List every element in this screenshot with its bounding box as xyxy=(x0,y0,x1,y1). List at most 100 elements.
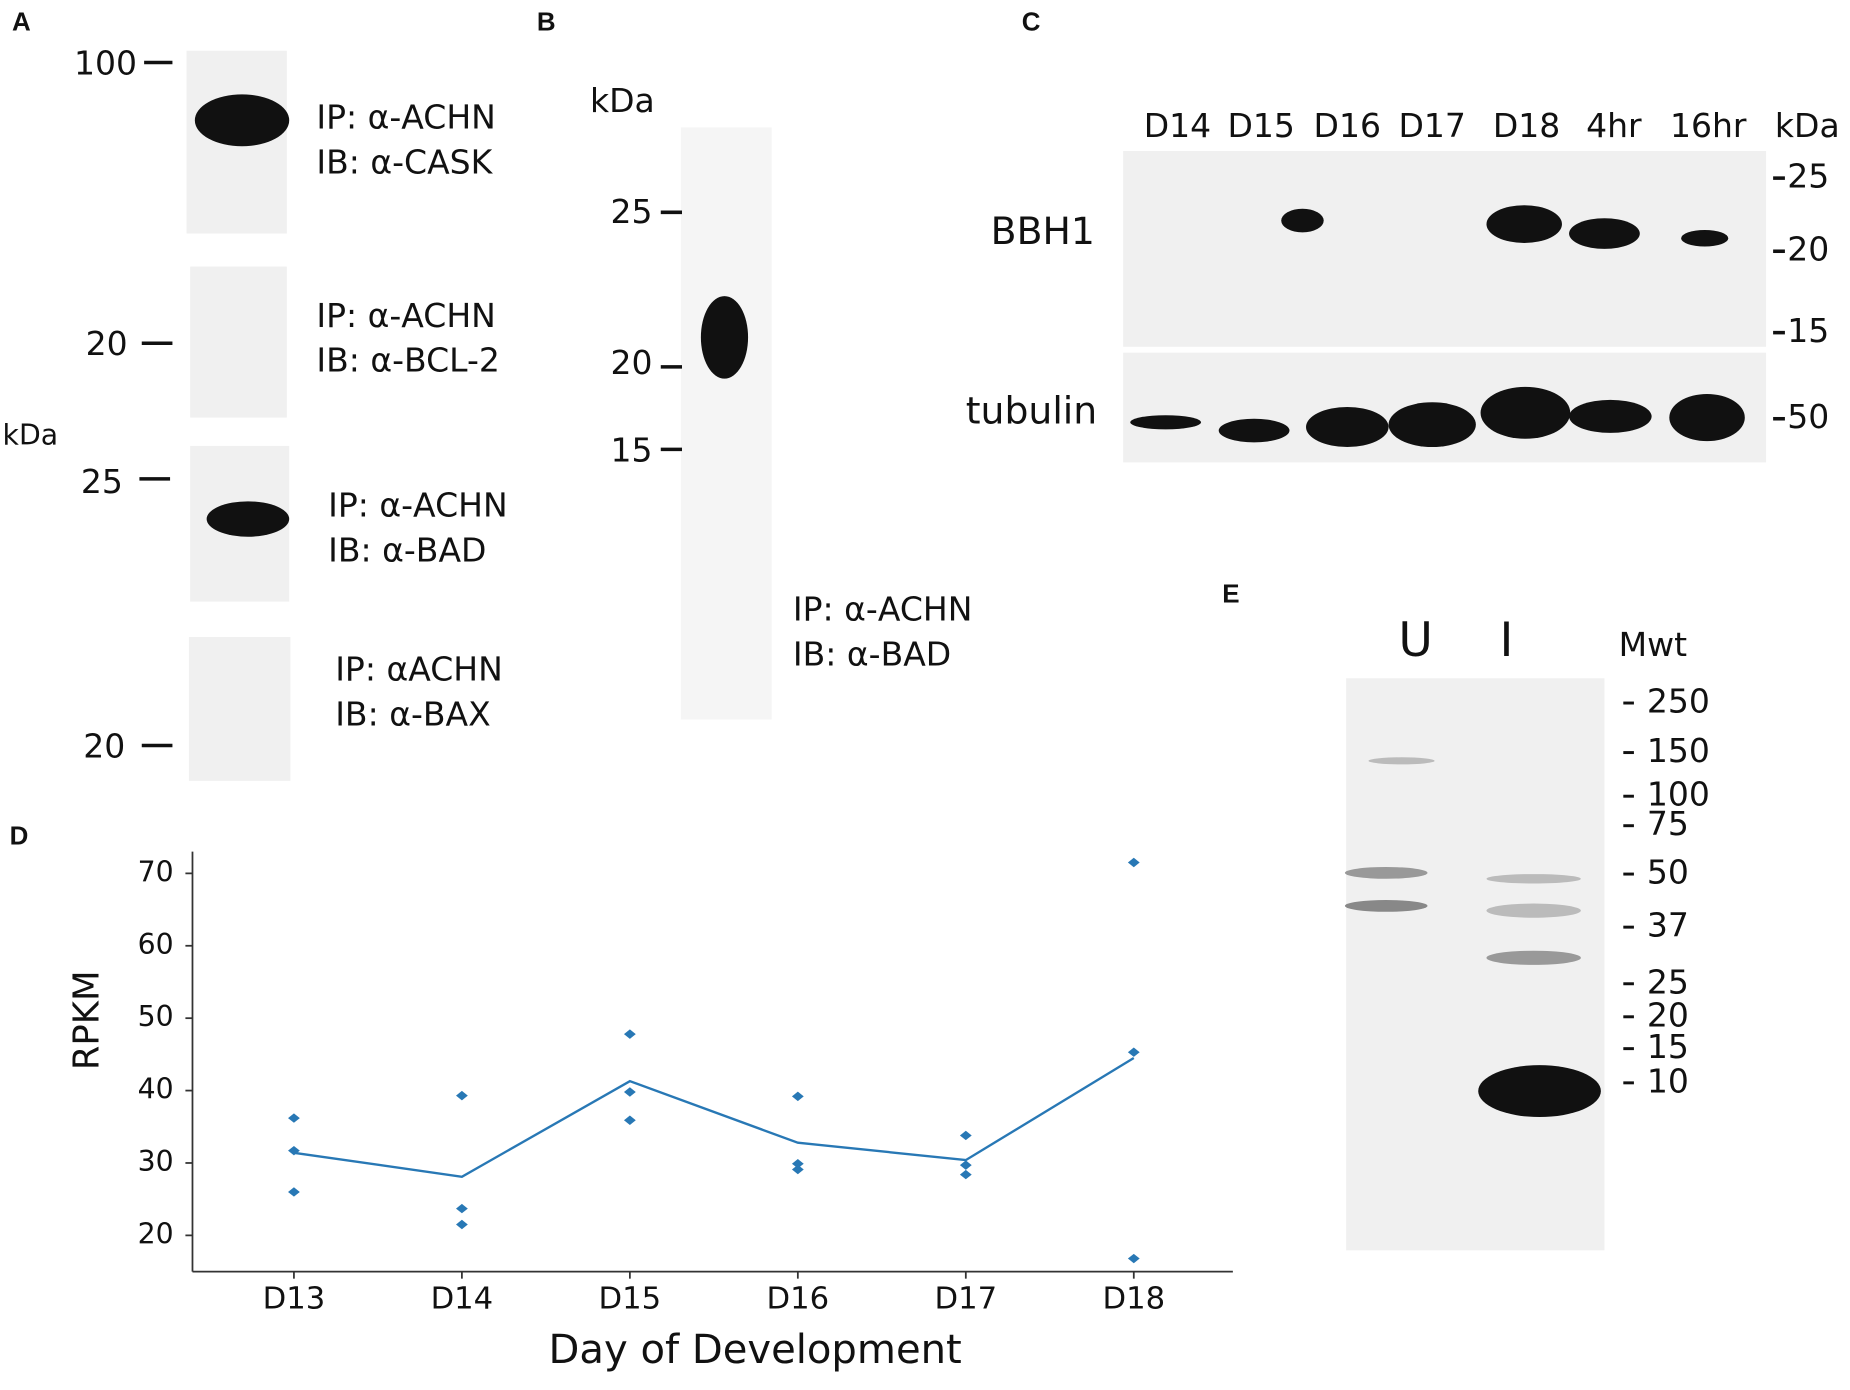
ip-label: IP: α-ACHN xyxy=(316,296,496,335)
panel-label: B xyxy=(537,8,556,36)
x-axis-label: Day of Development xyxy=(549,1327,962,1373)
unit-label: kDa xyxy=(1775,106,1840,145)
y-tick-label: 50 xyxy=(138,1000,174,1033)
marker-label: 75 xyxy=(1647,804,1689,843)
data-point xyxy=(456,1203,468,1214)
y-tick-label: 60 xyxy=(138,928,174,961)
panel-label: A xyxy=(12,8,31,36)
data-point xyxy=(288,1145,300,1156)
unit-label: Mwt xyxy=(1619,625,1687,664)
band xyxy=(700,296,749,379)
ib-label: IB: α-BAX xyxy=(335,695,491,734)
blot xyxy=(680,127,772,720)
band xyxy=(1569,218,1640,249)
marker-label: 25 xyxy=(81,462,123,501)
y-axis-label: RPKM xyxy=(67,971,108,1071)
marker-label: 15 xyxy=(1787,311,1829,350)
data-point xyxy=(288,1113,300,1123)
marker-label: 20 xyxy=(611,343,653,382)
marker-label: 20 xyxy=(1787,230,1829,269)
band xyxy=(1486,903,1581,918)
unit-label: kDa xyxy=(590,81,655,120)
marker-label: 20 xyxy=(1647,995,1689,1034)
marker-label: 20 xyxy=(86,324,128,363)
lane-label: 4hr xyxy=(1586,106,1642,145)
data-point xyxy=(959,1130,972,1141)
marker-label: 250 xyxy=(1647,682,1710,721)
lane-label: D18 xyxy=(1493,106,1560,145)
data-point xyxy=(791,1164,804,1175)
data-point xyxy=(959,1160,972,1170)
x-tick-label: D14 xyxy=(431,1281,494,1316)
marker-label: 15 xyxy=(1647,1027,1689,1066)
y-tick-label: 40 xyxy=(138,1073,174,1106)
band xyxy=(1130,415,1202,430)
lane-label: D14 xyxy=(1144,106,1211,145)
marker-label: 25 xyxy=(1787,157,1829,196)
band xyxy=(1306,406,1389,448)
lane-label: 16hr xyxy=(1670,106,1747,145)
data-point xyxy=(959,1169,972,1180)
unit-label: kDa xyxy=(3,418,59,451)
marker-label: 25 xyxy=(1647,962,1689,1001)
ip-label: IP: α-ACHN xyxy=(316,98,496,137)
row-label: BBH1 xyxy=(991,209,1095,253)
data-point xyxy=(791,1091,804,1102)
band xyxy=(1478,1065,1601,1118)
x-tick-label: D18 xyxy=(1102,1281,1165,1316)
lane-label: I xyxy=(1500,613,1514,668)
ip-label: IP: α-ACHN xyxy=(328,486,508,525)
marker-label: 20 xyxy=(83,726,125,765)
band xyxy=(1669,393,1745,442)
panel-label: D xyxy=(10,822,29,850)
data-point xyxy=(1127,1047,1140,1057)
marker-label: 150 xyxy=(1647,731,1710,770)
ib-label: IB: α-CASK xyxy=(316,142,493,181)
lane-label: U xyxy=(1398,613,1433,668)
data-point xyxy=(1127,1253,1140,1264)
data-point xyxy=(1127,857,1140,868)
marker-label: 25 xyxy=(611,192,653,231)
band xyxy=(1218,418,1290,443)
gel xyxy=(1346,678,1605,1251)
band xyxy=(194,94,290,147)
band xyxy=(1569,399,1652,433)
band xyxy=(1681,230,1729,247)
x-tick-label: D17 xyxy=(935,1281,998,1316)
ib-label: IB: α-BAD xyxy=(793,634,951,673)
chart: 20 30 40 50 60 70 D13 D14 D15 D16 D17 D18 Day of Dev… xyxy=(67,851,1233,1373)
row-label: tubulin xyxy=(966,388,1097,432)
data-point xyxy=(456,1090,468,1101)
band xyxy=(1281,208,1324,233)
marker-label: 50 xyxy=(1787,397,1829,436)
band xyxy=(206,501,290,537)
lane-label: D15 xyxy=(1227,106,1294,145)
ib-label: IB: α-BCL-2 xyxy=(316,341,500,380)
x-tick-label: D15 xyxy=(599,1281,662,1316)
ip-label: IP: αACHN xyxy=(335,650,503,689)
data-point xyxy=(623,1029,636,1039)
band xyxy=(1486,874,1581,884)
blot xyxy=(190,266,287,418)
mean-line xyxy=(293,1056,1135,1178)
marker-label: 100 xyxy=(1647,775,1710,814)
band xyxy=(1344,900,1428,912)
band xyxy=(1486,950,1581,965)
data-point xyxy=(623,1115,636,1125)
blot xyxy=(188,636,291,781)
marker-label: 100 xyxy=(74,43,137,82)
panel-label: E xyxy=(1222,581,1239,609)
lane-label: D16 xyxy=(1314,106,1381,145)
data-point xyxy=(456,1219,468,1230)
band xyxy=(1368,757,1435,765)
marker-label: 37 xyxy=(1647,906,1689,945)
x-tick-label: D13 xyxy=(263,1281,326,1316)
y-tick-label: 70 xyxy=(138,855,174,888)
panel-label: C xyxy=(1022,8,1041,36)
band xyxy=(1388,402,1476,448)
data-point xyxy=(288,1187,300,1197)
y-tick-label: 20 xyxy=(138,1217,174,1250)
marker-label: 50 xyxy=(1647,853,1689,892)
